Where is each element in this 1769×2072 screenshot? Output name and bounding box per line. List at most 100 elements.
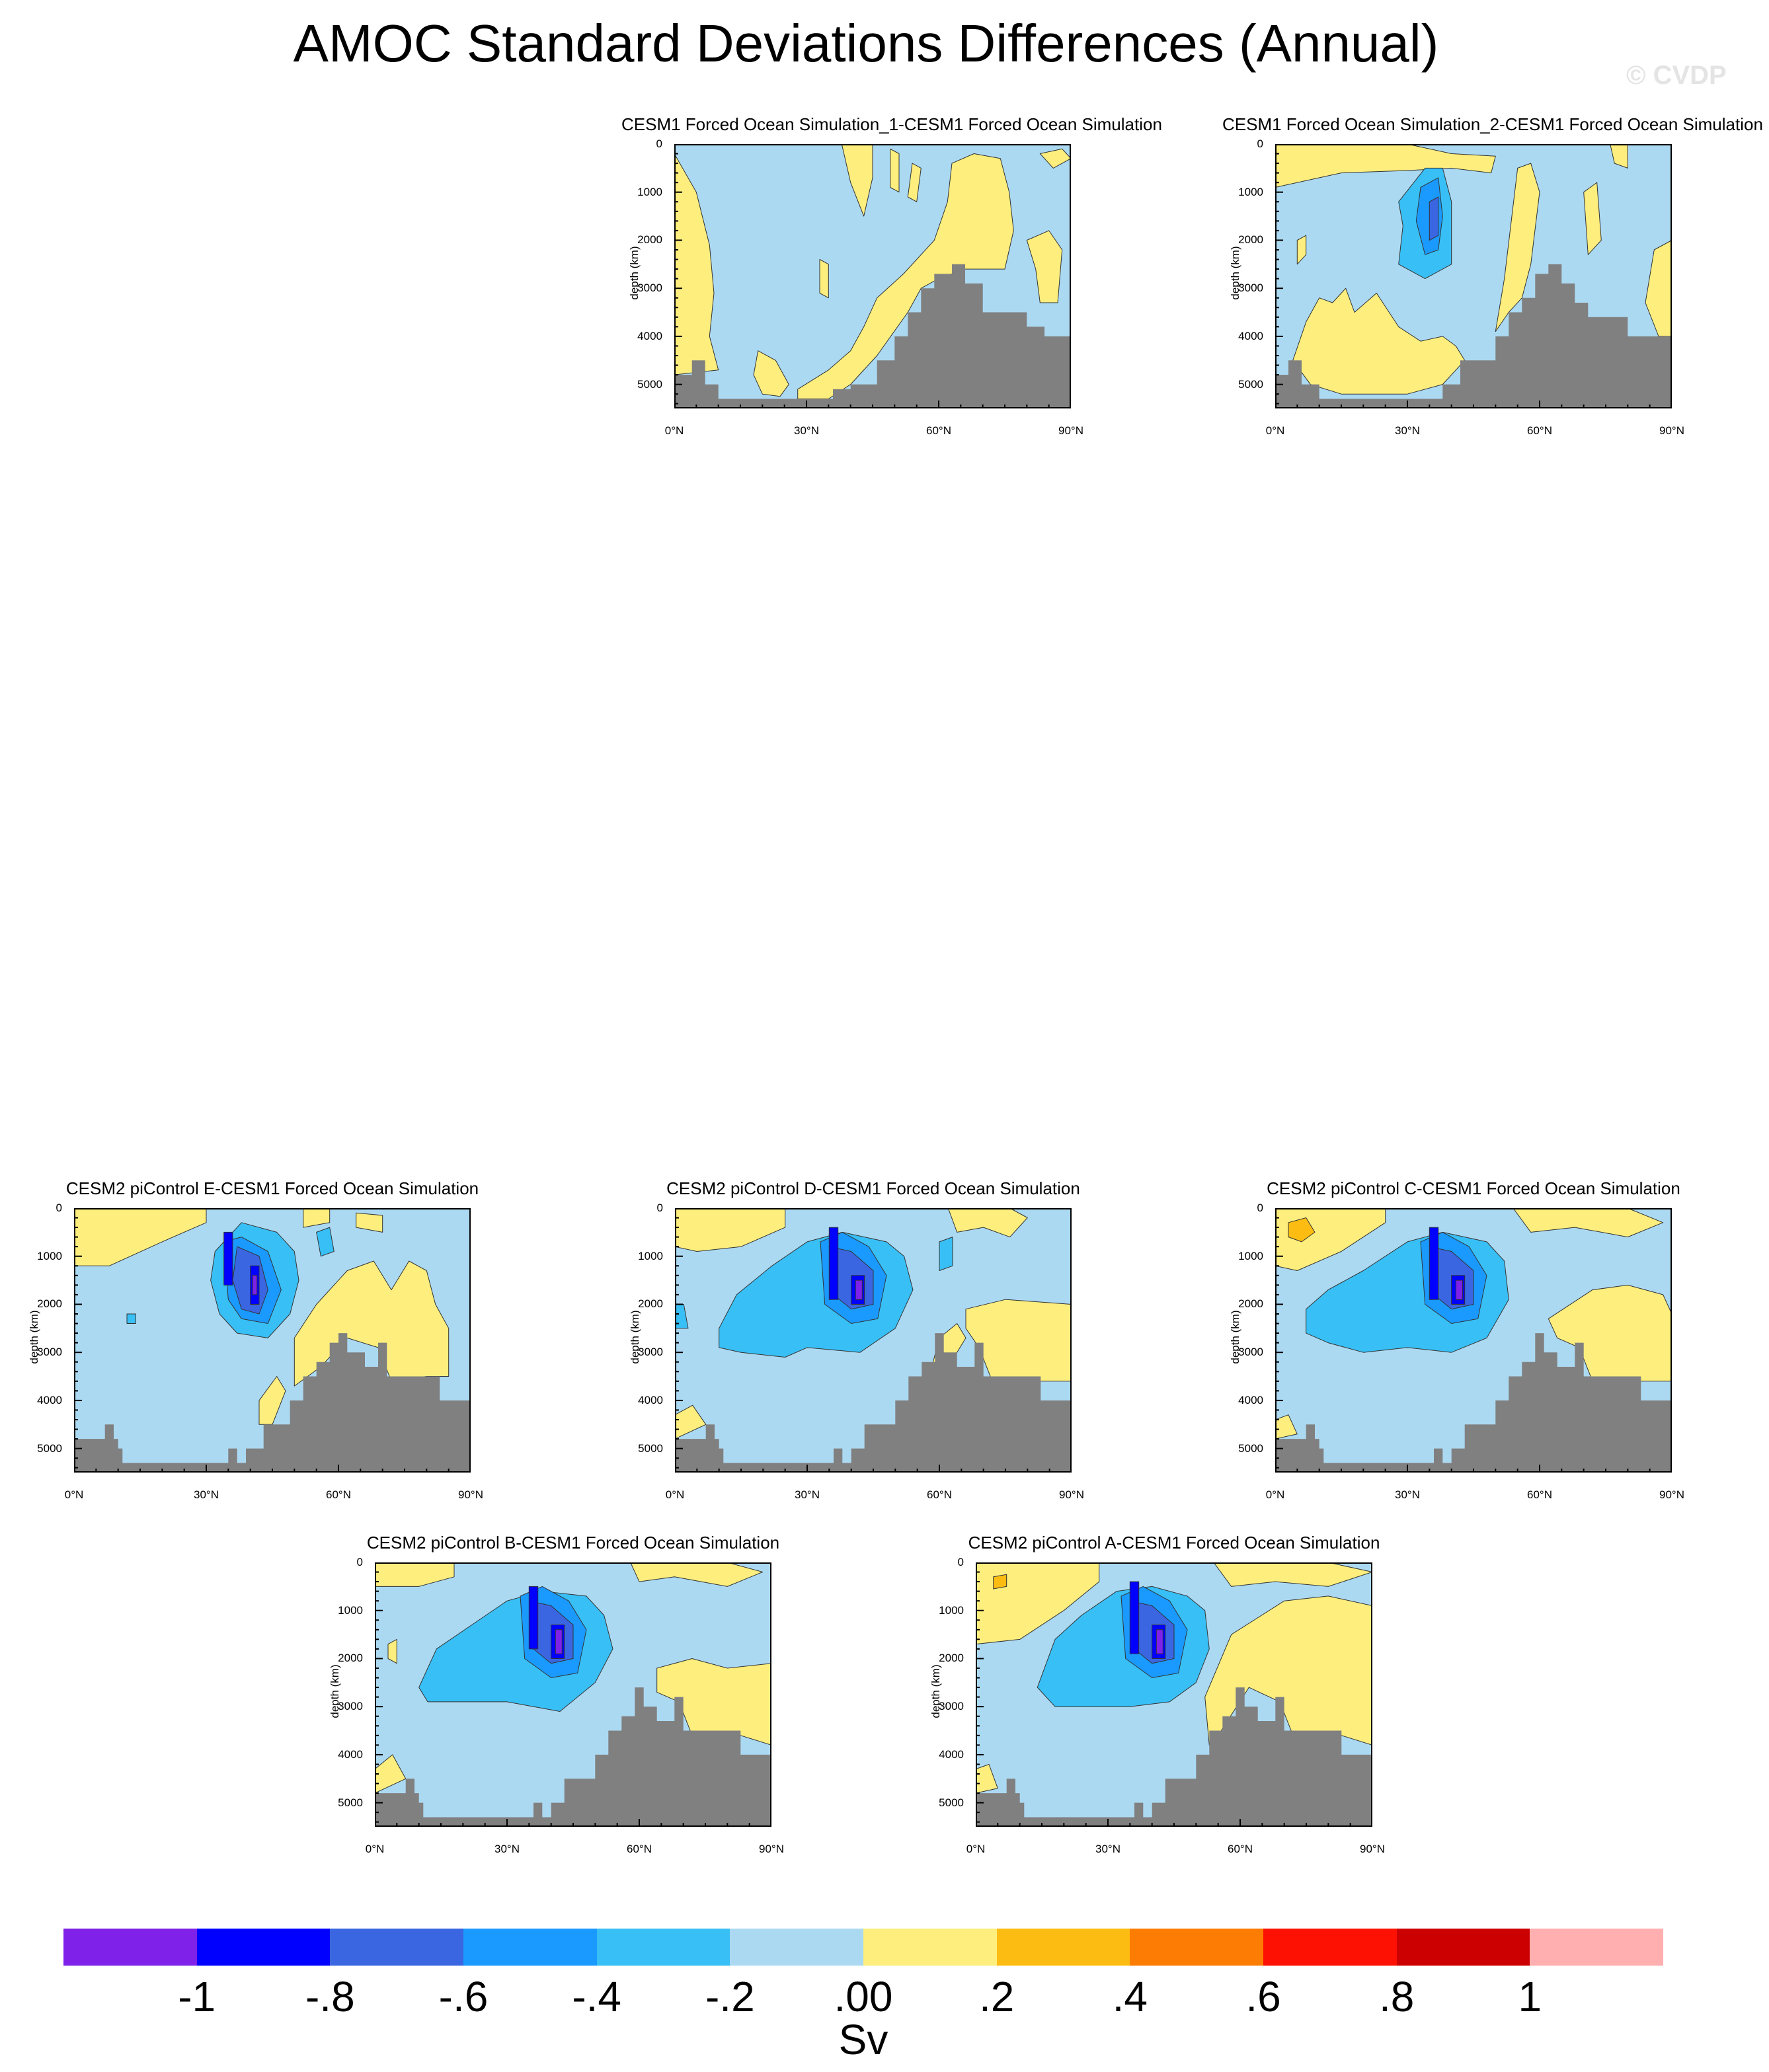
y-tick-label: 0 xyxy=(1257,137,1263,150)
contour-region xyxy=(375,1562,455,1587)
y-tick-label: 4000 xyxy=(939,1747,964,1761)
x-tick-label: 60°N xyxy=(326,1488,351,1501)
y-axis-label: depth (km) xyxy=(329,1664,341,1718)
chart-panel-6: CESM2 piControl B-CESM1 Forced Ocean Sim… xyxy=(329,1533,784,1855)
panel-title: CESM2 piControl D-CESM1 Forced Ocean Sim… xyxy=(666,1178,1080,1198)
contour-region xyxy=(1548,1284,1672,1382)
contour-region xyxy=(258,1376,286,1425)
y-tick-label: 3000 xyxy=(638,1346,663,1359)
y-tick-label: 5000 xyxy=(1238,377,1263,391)
y-tick-label: 3000 xyxy=(338,1700,363,1713)
y-tick-label: 1000 xyxy=(1238,1249,1263,1262)
contour-region xyxy=(1610,144,1628,169)
contour-region xyxy=(387,1638,397,1664)
contour-plot xyxy=(1275,1208,1672,1473)
y-axis-label: depth (km) xyxy=(1229,246,1241,300)
colorbar-swatch xyxy=(1396,1929,1530,1966)
contour-region xyxy=(555,1629,563,1654)
contour-region xyxy=(947,1208,1028,1238)
x-tick-label: 30°N xyxy=(1395,424,1420,437)
x-tick-label: 0°N xyxy=(1265,424,1285,437)
y-tick-label: 1000 xyxy=(939,1603,964,1617)
y-tick-label: 3000 xyxy=(1238,282,1263,295)
panel-title: CESM2 piControl A-CESM1 Forced Ocean Sim… xyxy=(968,1533,1380,1553)
y-axis-label: depth (km) xyxy=(28,1310,40,1364)
y-tick-label: 2000 xyxy=(638,1297,663,1311)
contour-plot xyxy=(375,1562,771,1827)
y-axis-label: depth (km) xyxy=(629,1310,641,1364)
colorbar-swatch xyxy=(596,1929,730,1966)
colorbar-label: -.8 xyxy=(305,1973,355,2020)
contour-region xyxy=(303,1208,331,1228)
y-tick-label: 2000 xyxy=(1238,1297,1263,1311)
colorbar-swatch xyxy=(1263,1929,1397,1966)
colorbar-swatch xyxy=(63,1929,198,1966)
y-tick-label: 3000 xyxy=(1238,1346,1263,1359)
x-tick-label: 30°N xyxy=(494,1843,520,1855)
y-tick-label: 3000 xyxy=(37,1346,62,1359)
contour-region xyxy=(939,1237,953,1271)
colorbar-label: 1 xyxy=(1518,1973,1542,2020)
colorbar-label: -.6 xyxy=(438,1973,489,2020)
x-tick-label: 90°N xyxy=(1659,424,1684,437)
y-tick-label: 2000 xyxy=(1238,233,1263,247)
x-tick-label: 0°N xyxy=(665,1488,685,1501)
contour-region xyxy=(976,1764,998,1794)
y-tick-label: 0 xyxy=(656,1202,663,1214)
y-tick-label: 1000 xyxy=(1238,185,1263,198)
chart-panel-7: CESM2 piControl A-CESM1 Forced Ocean Sim… xyxy=(929,1533,1385,1855)
x-tick-label: 60°N xyxy=(926,424,951,437)
x-tick-label: 30°N xyxy=(794,424,819,437)
y-axis-label: depth (km) xyxy=(929,1664,942,1718)
plot-frame xyxy=(375,1562,771,1827)
contour-region xyxy=(1026,230,1063,303)
contour-region xyxy=(1156,1629,1163,1654)
contour-region xyxy=(1275,1414,1298,1439)
panel-title: CESM2 piControl E-CESM1 Forced Ocean Sim… xyxy=(65,1178,479,1198)
y-axis-label: depth (km) xyxy=(628,246,641,300)
x-tick-label: 60°N xyxy=(927,1488,952,1501)
colorbar-label: -.4 xyxy=(572,1973,621,2020)
chart-panel-5: CESM2 piControl C-CESM1 Forced Ocean Sim… xyxy=(1229,1178,1684,1501)
figure-title: AMOC Standard Deviations Differences (An… xyxy=(293,14,1439,73)
x-tick-label: 0°N xyxy=(64,1488,84,1501)
y-tick-label: 5000 xyxy=(637,377,662,391)
x-tick-label: 30°N xyxy=(194,1488,219,1501)
contour-region xyxy=(74,1208,207,1266)
x-tick-label: 0°N xyxy=(365,1843,385,1855)
y-tick-label: 3000 xyxy=(637,282,662,295)
contour-region xyxy=(993,1574,1007,1590)
y-tick-label: 1000 xyxy=(37,1249,62,1262)
plot-frame xyxy=(675,1208,1072,1473)
contour-region xyxy=(753,350,789,397)
x-tick-label: 60°N xyxy=(1228,1843,1253,1855)
contour-region xyxy=(674,153,719,375)
watermark: © CVDP xyxy=(1626,61,1727,90)
y-tick-label: 0 xyxy=(356,1556,363,1568)
contour-region xyxy=(126,1313,136,1324)
contour-region xyxy=(528,1586,539,1650)
y-tick-label: 5000 xyxy=(939,1796,964,1809)
bathymetry xyxy=(74,1333,471,1473)
y-tick-label: 4000 xyxy=(638,1393,663,1406)
y-axis-label: depth (km) xyxy=(1229,1310,1241,1364)
bathymetry xyxy=(1275,264,1672,408)
contour-region xyxy=(1429,196,1439,241)
plot-frame xyxy=(674,144,1071,408)
contour-region xyxy=(841,144,873,217)
contour-region xyxy=(1288,1217,1316,1243)
contour-region xyxy=(828,1227,839,1300)
chart-panel-1: CESM1 Forced Ocean Simulation_1-CESM1 Fo… xyxy=(621,114,1162,437)
y-tick-label: 1000 xyxy=(338,1603,363,1617)
contour-plot xyxy=(675,1208,1072,1473)
colorbar-label: -.2 xyxy=(705,1973,755,2020)
contour-plot xyxy=(1275,144,1672,408)
y-tick-label: 5000 xyxy=(638,1441,663,1455)
y-tick-label: 5000 xyxy=(338,1796,363,1809)
x-tick-label: 60°N xyxy=(1527,424,1552,437)
contour-region xyxy=(1039,148,1071,169)
bathymetry xyxy=(674,264,1071,408)
contour-region xyxy=(223,1231,233,1285)
colorbar-swatch xyxy=(863,1929,998,1966)
colorbar-label: -1 xyxy=(178,1973,216,2020)
